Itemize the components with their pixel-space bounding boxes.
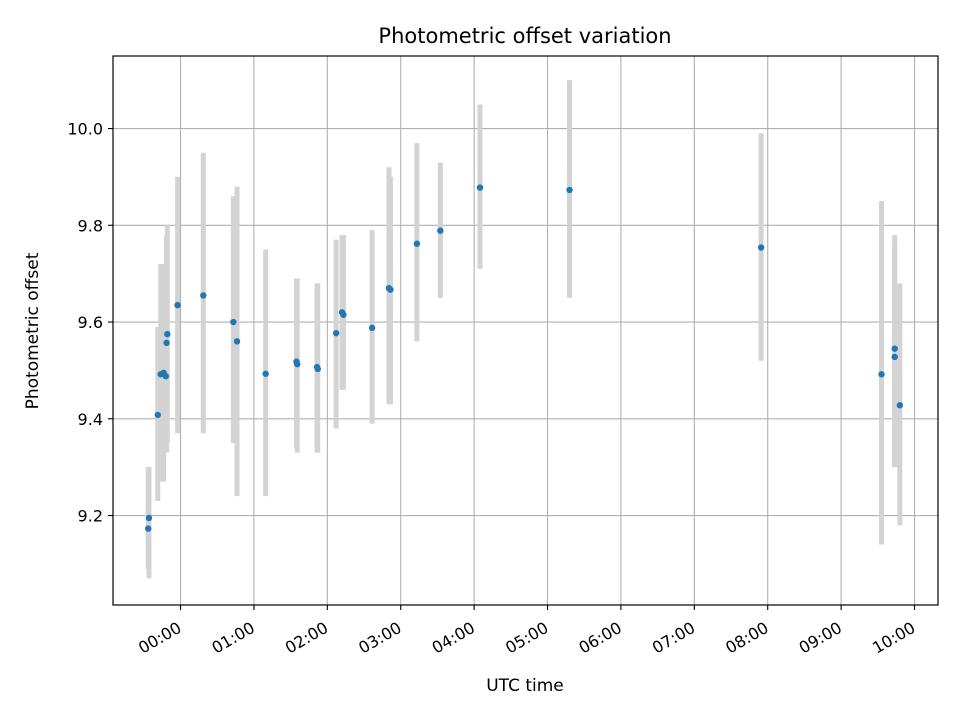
data-point [332,329,340,337]
x-axis-label: UTC time [486,676,564,696]
data-point [233,338,241,345]
data-point [154,411,161,419]
y-tick-label: 9.8 [78,216,103,235]
data-point [162,373,170,380]
data-point [896,402,904,409]
y-axis-label: Photometric offset [23,252,43,409]
data-point [314,365,321,373]
data-point [891,353,898,361]
data-point [368,324,376,332]
data-point [387,286,394,293]
y-tick-label: 9.2 [78,507,103,526]
plot-frame [112,55,939,606]
data-point [262,370,269,377]
data-point [878,371,885,378]
data-point [437,227,444,234]
data-points [145,184,904,532]
data-point [566,186,573,194]
data-point [340,311,347,318]
data-point [413,240,421,247]
y-tick-label: 9.4 [78,410,103,429]
data-point [476,184,484,191]
data-point [200,292,207,299]
chart-title: Photometric offset variation [378,24,671,48]
y-tick-label: 9.6 [78,313,103,332]
grid-lines [113,56,938,605]
data-point [174,301,181,309]
data-point [145,525,152,532]
data-point [164,330,171,338]
data-point [757,244,765,251]
data-point [145,514,153,522]
y-tick-label: 10.0 [67,120,103,139]
data-point [294,360,301,368]
data-point [163,339,170,347]
data-point [891,345,898,352]
y-axis-ticks: 9.2 9.4 9.6 9.8 10.0 [67,120,113,526]
data-point [230,318,237,326]
